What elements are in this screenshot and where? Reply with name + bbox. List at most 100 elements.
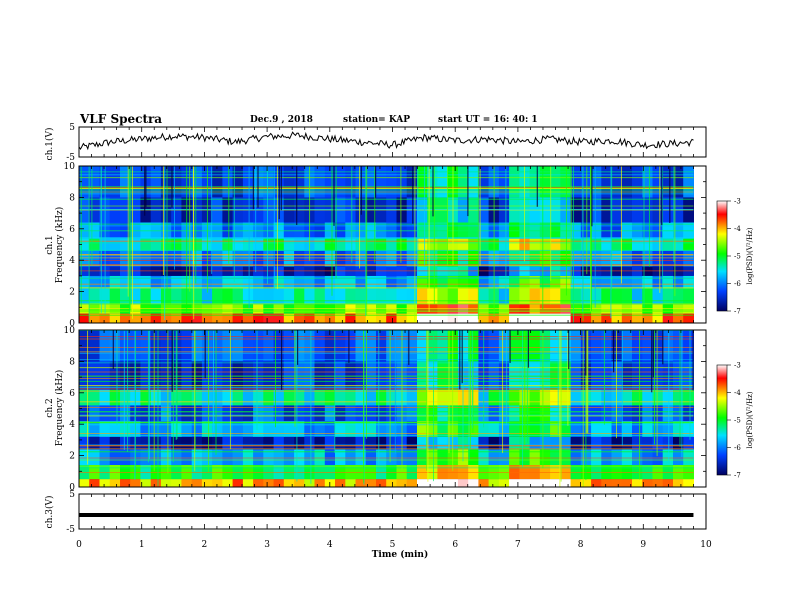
spectrogram-cell [642, 222, 654, 239]
spectrogram-cell [673, 166, 684, 198]
spectrogram-cell [601, 166, 613, 198]
spectrogram-cell [376, 389, 387, 406]
spectrogram-cell [171, 288, 182, 305]
spectrogram-cell [529, 166, 541, 198]
spectrogram-cell [273, 436, 285, 450]
spectrogram-cell [109, 405, 121, 422]
spectrogram-cell [662, 275, 674, 289]
spectrogram-cell [120, 238, 131, 251]
spectrogram-cell [160, 436, 172, 450]
spectrogram-cell [550, 250, 561, 267]
spectrogram-cell [324, 288, 336, 305]
spectrogram-cell [191, 449, 203, 465]
spectrogram-cell [488, 313, 500, 323]
spectrogram-cell [365, 479, 377, 487]
spectrogram-cell [498, 275, 510, 289]
spectrogram-cell [498, 421, 510, 437]
spectrogram-cell [191, 166, 203, 198]
spectrogram-cell [580, 250, 592, 267]
spectrogram-cell [632, 238, 643, 251]
spectrogram-cell [468, 330, 479, 362]
spectrogram-cell [191, 389, 203, 406]
spectrogram-cell [324, 436, 336, 450]
spectrogram-cell [498, 250, 510, 267]
x-tick-label: 5 [390, 540, 396, 550]
spectrogram-cell [345, 222, 357, 239]
spectrogram-cell [99, 361, 111, 390]
spectrogram-cell [560, 166, 572, 198]
spectrogram-cell [335, 250, 346, 267]
spectrogram-cell [273, 361, 285, 390]
spectrogram-cell [376, 421, 387, 437]
x-tick-label: 7 [515, 540, 521, 550]
spectrogram-cell [109, 250, 121, 267]
spectrogram-cell [376, 250, 387, 267]
spectrogram-cell [406, 421, 418, 437]
spectrogram-cell [673, 222, 684, 239]
spectrogram-cell [283, 361, 295, 390]
spectrogram-cell [232, 222, 244, 239]
spectrogram-cell [376, 405, 387, 422]
spectrogram-cell [396, 288, 408, 305]
spectrogram-cell [386, 389, 397, 406]
spectrogram-cell [324, 361, 336, 390]
spectrogram-cell [89, 479, 100, 487]
spectrogram-cell [498, 436, 510, 450]
spectrogram-cell [212, 275, 223, 289]
spectrogram-cell [130, 275, 141, 289]
spectrogram-cell [468, 479, 479, 487]
spectrogram-cell [601, 421, 613, 437]
spectrogram-cell [509, 166, 520, 198]
spectrogram-cell [150, 222, 162, 239]
spectrogram-cell [683, 250, 694, 267]
spectrogram-cell [468, 288, 479, 305]
spectrogram-cell [601, 479, 613, 487]
spectrogram-cell [478, 479, 490, 487]
spectrogram-cell [345, 405, 357, 422]
spectrogram-cell [120, 222, 131, 239]
spectrogram-cell [478, 275, 490, 289]
spectrogram-cell [673, 479, 684, 487]
spectrogram-cell [652, 405, 664, 422]
spectrogram-cell [335, 436, 346, 450]
spectrogram-cell [89, 449, 100, 465]
spectrogram-cell [120, 449, 131, 465]
spectrogram-cell [662, 389, 674, 406]
spectrogram-cell [345, 361, 357, 390]
spectrogram-cell [611, 449, 623, 465]
spectrogram-cell [314, 479, 326, 487]
spectrogram-cell [529, 436, 541, 450]
spectrogram-cell [632, 275, 643, 289]
spectrogram-cell [498, 449, 510, 465]
spectrogram-cell [478, 222, 490, 239]
spectrogram-cell [642, 275, 654, 289]
spectrogram-cell [560, 250, 572, 267]
spectrogram-cell [79, 361, 90, 390]
spectrogram-cell [212, 166, 223, 198]
spectrogram-cell [621, 275, 633, 289]
spectrogram-cell [662, 288, 674, 305]
spectrogram-cell [160, 449, 172, 465]
spectrogram-cell [150, 275, 162, 289]
spectrogram-cell [222, 313, 234, 323]
spectrogram-cell [478, 250, 490, 267]
spectrogram-cell [232, 405, 244, 422]
spectrogram-cell [498, 288, 510, 305]
spectrogram-cell [253, 238, 264, 251]
spectrogram-cell [191, 222, 203, 239]
spectrogram-cell [283, 222, 295, 239]
spectrogram-cell [396, 313, 408, 323]
x-tick-label: 8 [578, 540, 584, 550]
spectrogram-cell [201, 361, 213, 390]
spectrogram-cell [263, 436, 275, 450]
spectrogram-cell [335, 313, 346, 323]
spectrogram-cell [294, 449, 305, 465]
spectrogram-cell [99, 313, 111, 323]
spectrogram-cell [283, 436, 295, 450]
spectrogram-cell [232, 361, 244, 390]
spectrogram-cell [550, 449, 561, 465]
spectrogram-cell [191, 361, 203, 390]
spectrogram-cell [386, 288, 397, 305]
spectrogram-cell [386, 421, 397, 437]
spectrogram-cell [642, 330, 654, 362]
